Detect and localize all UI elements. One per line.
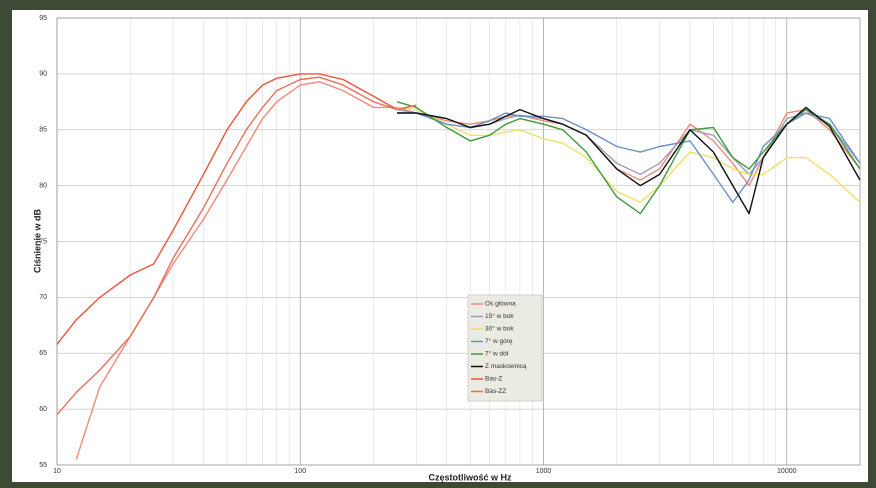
y-tick-label: 55 [39,462,47,469]
y-tick-label: 75 [39,238,47,245]
legend: Oś główna 15° w bok 30° w bok 7° w górę 7° w… [467,294,543,402]
x-tick-label: 1000 [536,468,552,475]
legend-label: Bas-ZZ [485,388,506,395]
series-line [56,76,417,416]
series-line [397,112,861,204]
y-tick-label: 85 [39,127,47,134]
series-line [75,81,861,460]
y-tick-label: 90 [39,71,47,78]
x-axis-title: Częstotliwość w Hz [428,472,512,482]
legend-label: 7° w górę [485,337,513,345]
y-tick-label: 80 [39,182,47,189]
legend-label: 7° w dół [485,350,509,358]
series-line [397,106,861,204]
series-line [56,73,417,345]
x-tick-label: 10000 [777,468,797,475]
legend-box [467,294,543,402]
y-tick-label: 70 [39,294,47,301]
y-tick-label: 65 [39,350,47,357]
chart-panel [12,10,868,482]
legend-label: Oś główna [485,301,516,308]
x-tick-label: 100 [294,468,306,475]
legend-label: 30° w bok [485,325,514,333]
y-tick-label: 95 [39,15,47,22]
series-line [396,101,861,215]
series-line [397,106,861,215]
y-axis-title: Ciśnienie w dB [32,208,42,273]
plot-frame [56,17,861,466]
legend-label: 15° w bok [485,312,514,320]
legend-label: Bas-Z [485,376,502,383]
legend-label: Z maskownicą [485,363,527,370]
y-tick-label: 60 [39,406,47,413]
x-tick-label: 10 [53,468,61,475]
